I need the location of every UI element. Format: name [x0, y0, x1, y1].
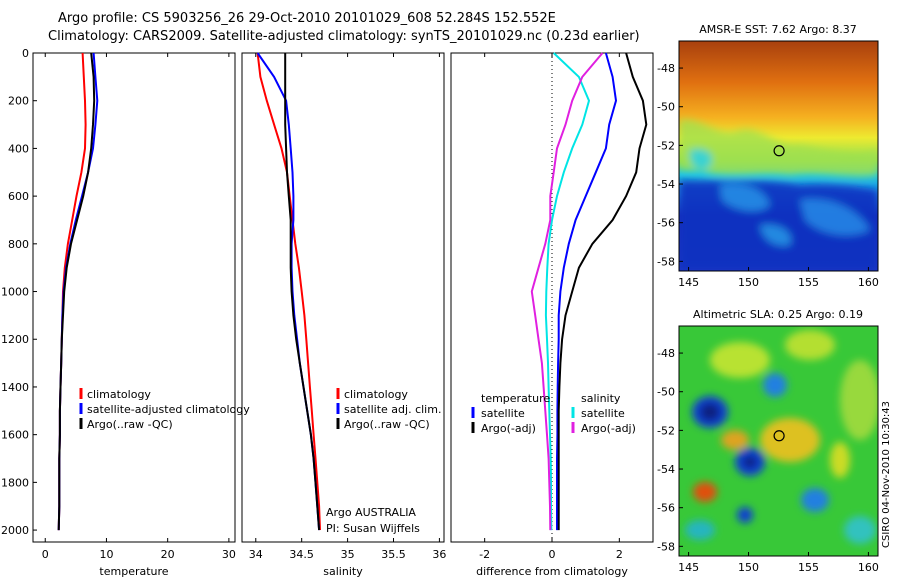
salinity-panel: 34 34.5 35 35.5 36 salinity climatology satelli… — [241, 52, 446, 578]
x-tick-label: 150 — [738, 276, 759, 289]
y-tick-label: -58 — [657, 540, 675, 553]
x-tick-label: 34.5 — [289, 548, 314, 561]
legend-label: Argo(-adj) — [481, 422, 536, 435]
x-tick-label: 145 — [678, 561, 699, 574]
y-tick-label: -58 — [657, 255, 675, 268]
sst-map-title: AMSR-E SST: 7.62 Argo: 8.37 — [699, 23, 857, 36]
x-tick-label: 155 — [798, 561, 819, 574]
legend-header: temperature — [481, 392, 550, 405]
x-tick-label: 30 — [222, 548, 236, 561]
legend-label: satellite-adjusted climatology — [87, 403, 250, 416]
y-tick-label: 1400 — [1, 381, 29, 394]
legend-label: satellite — [481, 407, 525, 420]
y-tick-label: 1200 — [1, 333, 29, 346]
x-tick-label: 10 — [99, 548, 113, 561]
x-tick-label: 0 — [42, 548, 49, 561]
sst-heatmap — [679, 41, 878, 271]
x-tick-label: 35.5 — [381, 548, 406, 561]
annotation-text: PI: Susan Wijffels — [326, 522, 420, 535]
x-tick-label: -2 — [479, 548, 490, 561]
y-tick-label: -54 — [657, 463, 675, 476]
y-tick-label: -50 — [657, 386, 675, 399]
x-axis-label: difference from climatology — [476, 565, 628, 578]
y-tick-label: -48 — [657, 347, 675, 360]
x-tick-label: 145 — [678, 276, 699, 289]
y-tick-label: 2000 — [1, 524, 29, 537]
y-tick-label: -48 — [657, 62, 675, 75]
legend-label: climatology — [344, 388, 408, 401]
argo-location-marker — [773, 145, 785, 157]
annotation-text: Argo AUSTRALIA — [326, 506, 416, 519]
x-tick-label: 36 — [432, 548, 446, 561]
legend-label: climatology — [87, 388, 151, 401]
legend-label: Argo(..raw -QC) — [87, 418, 173, 431]
legend-label: Argo(..raw -QC) — [344, 418, 430, 431]
footer-timestamp: CSIRO 04-Nov-2010 10:30:43 — [881, 401, 892, 548]
y-tick-label: 1800 — [1, 476, 29, 489]
series-line-4 — [530, 52, 604, 531]
x-tick-label: 160 — [858, 561, 879, 574]
x-axis-label: salinity — [323, 565, 363, 578]
series-line-2 — [256, 52, 321, 531]
title-line-2: Climatology: CARS2009. Satellite-adjuste… — [48, 29, 640, 44]
sst-map-panel: AMSR-E SST: 7.62 Argo: 8.37 145 150 155 160… — [657, 23, 879, 289]
y-tick-label: 400 — [8, 142, 29, 155]
x-tick-label: 0 — [549, 548, 556, 561]
y-tick-label: -56 — [657, 217, 675, 230]
x-tick-label: 20 — [161, 548, 175, 561]
x-tick-label: 155 — [798, 276, 819, 289]
argo-location-marker — [773, 430, 785, 442]
x-tick-label: 35 — [341, 548, 355, 561]
series-line-1 — [256, 52, 321, 531]
legend-label: Argo(-adj) — [581, 422, 636, 435]
y-tick-label: -52 — [657, 139, 675, 152]
y-tick-label: 600 — [8, 190, 29, 203]
y-tick-label: 1600 — [1, 429, 29, 442]
series-line-3 — [544, 52, 591, 531]
x-tick-label: 150 — [738, 561, 759, 574]
legend-label: satellite — [581, 407, 625, 420]
y-tick-label: 0 — [22, 47, 29, 60]
x-tick-label: 2 — [616, 548, 623, 561]
x-axis-label: temperature — [99, 565, 168, 578]
sla-map-panel: Altimetric SLA: 0.25 Argo: 0.19 — [657, 308, 879, 574]
difference-panel: -2 0 2 difference from climatology temperatu… — [450, 52, 654, 578]
legend-label: satellite adj. clim. — [344, 403, 441, 416]
plot-frame — [32, 52, 236, 543]
temperature-panel: 0 10 20 30 0 200 400 600 800 1000 1200 1400 1600 1800… — [1, 47, 250, 578]
series-line-3 — [284, 53, 321, 531]
y-tick-label: -50 — [657, 101, 675, 114]
series-line-3 — [57, 52, 96, 531]
sla-map-title: Altimetric SLA: 0.25 Argo: 0.19 — [693, 308, 863, 321]
title-line-1: Argo profile: CS 5903256_26 29-Oct-2010 … — [58, 11, 556, 26]
y-tick-label: -52 — [657, 424, 675, 437]
y-tick-label: -54 — [657, 178, 675, 191]
plot-frame — [241, 52, 445, 543]
y-tick-label: 800 — [8, 238, 29, 251]
legend-header: salinity — [581, 392, 621, 405]
y-tick-label: 1000 — [1, 286, 29, 299]
y-tick-label: 200 — [8, 95, 29, 108]
series-line-1 — [556, 52, 618, 531]
y-tick-label: -56 — [657, 502, 675, 515]
x-tick-label: 34 — [249, 548, 263, 561]
series-line-2 — [557, 52, 648, 531]
x-tick-label: 160 — [858, 276, 879, 289]
